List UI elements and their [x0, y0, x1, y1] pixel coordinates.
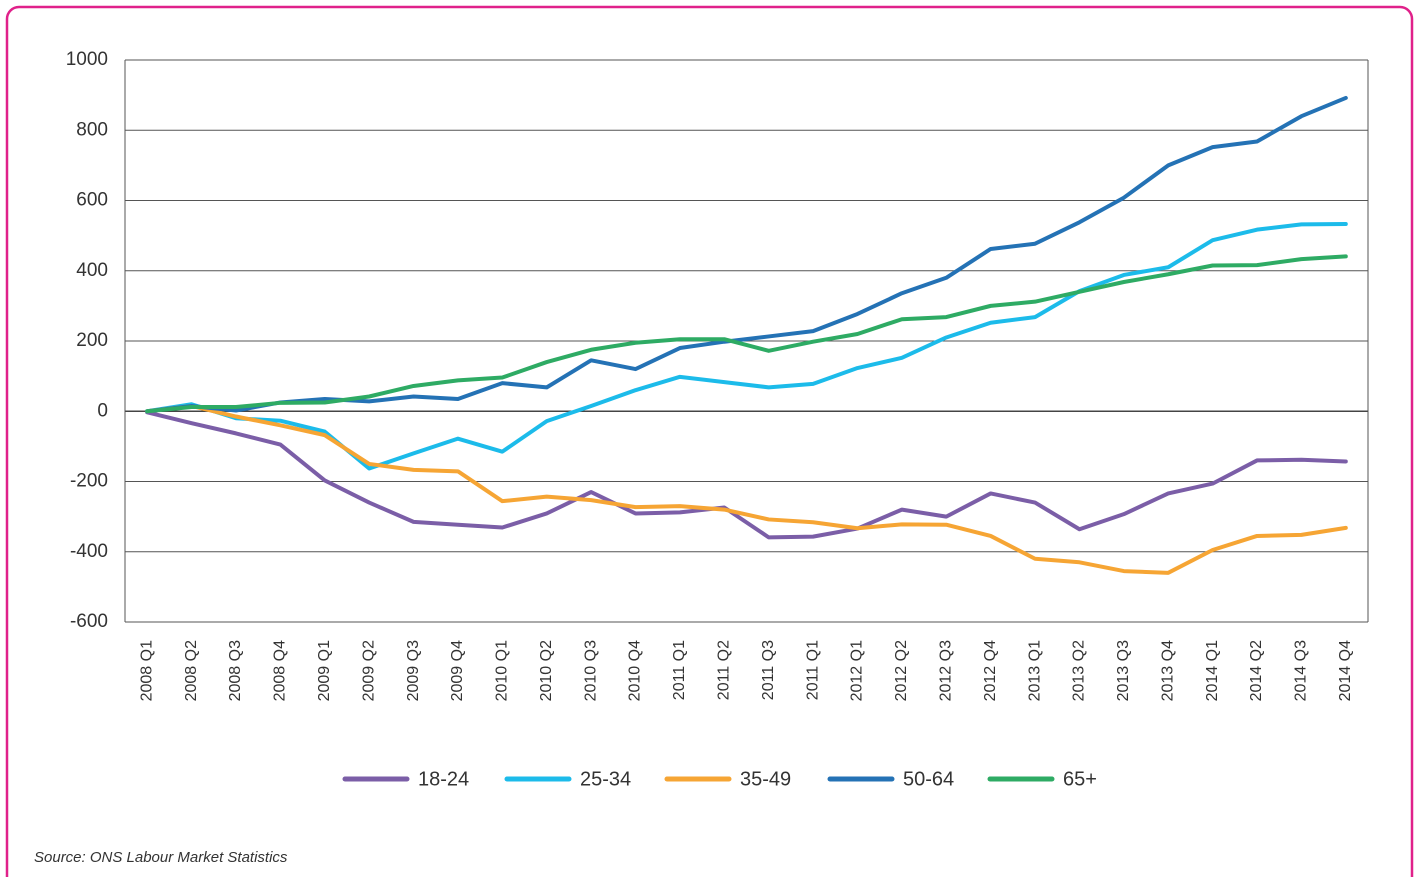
x-tick-label: 2008 Q4 — [272, 640, 289, 701]
x-tick-label: 2014 Q1 — [1204, 640, 1221, 701]
source-note: Source: ONS Labour Market Statistics — [34, 849, 288, 866]
x-tick-label: 2012 Q2 — [893, 640, 910, 701]
x-tick-label: 2010 Q3 — [582, 640, 599, 701]
x-tick-label: 2012 Q1 — [849, 640, 866, 701]
x-tick-label: 2012 Q3 — [937, 640, 954, 701]
y-tick-label: 200 — [76, 330, 108, 351]
legend-label: 50-64 — [903, 768, 954, 790]
y-tick-label: 800 — [76, 119, 108, 140]
y-tick-label: 1000 — [66, 49, 108, 70]
x-tick-label: 2013 Q1 — [1026, 640, 1043, 701]
x-tick-label: 2011 Q1 — [671, 640, 688, 700]
x-tick-label: 2009 Q4 — [449, 640, 466, 701]
y-tick-label: -200 — [70, 471, 108, 492]
legend-label: 65+ — [1063, 768, 1097, 790]
frame — [5, 5, 1414, 877]
x-tick-label: 2013 Q3 — [1115, 640, 1132, 701]
x-tick-label: 2009 Q3 — [405, 640, 422, 701]
x-tick-label: 2010 Q4 — [627, 640, 644, 701]
y-tick-label: -600 — [70, 611, 108, 632]
legend-label: 18-24 — [418, 768, 469, 790]
x-tick-label: 2009 Q2 — [360, 640, 377, 701]
x-tick-label: 2012 Q4 — [982, 640, 999, 701]
x-tick-label: 2009 Q1 — [316, 640, 333, 701]
y-tick-label: -400 — [70, 541, 108, 562]
x-tick-label: 2008 Q1 — [138, 640, 155, 701]
x-tick-label: 2014 Q4 — [1337, 640, 1354, 701]
x-tick-label: 2008 Q2 — [183, 640, 200, 701]
x-tick-label: 2013 Q4 — [1159, 640, 1176, 701]
x-tick-label: 2010 Q1 — [494, 640, 511, 701]
series-line — [145, 410, 1348, 540]
y-tick-label: 0 — [97, 400, 108, 421]
y-tick-label: 600 — [76, 190, 108, 211]
x-tick-label: 2010 Q2 — [538, 640, 555, 701]
x-tick-label: 2014 Q3 — [1293, 640, 1310, 701]
series-line — [145, 403, 1348, 575]
series-line — [145, 254, 1348, 414]
x-tick-label: 2013 Q2 — [1071, 640, 1088, 701]
x-tick-label: 2011 Q3 — [760, 640, 777, 700]
x-tick-label: 2011 Q1 — [804, 640, 821, 700]
y-tick-label: 400 — [76, 260, 108, 281]
x-tick-label: 2011 Q2 — [716, 640, 733, 700]
legend-label: 25-34 — [580, 768, 631, 790]
x-tick-label: 2008 Q3 — [227, 640, 244, 701]
series-line — [145, 95, 1348, 414]
legend-label: 35-49 — [740, 768, 791, 790]
x-tick-label: 2014 Q2 — [1248, 640, 1265, 701]
